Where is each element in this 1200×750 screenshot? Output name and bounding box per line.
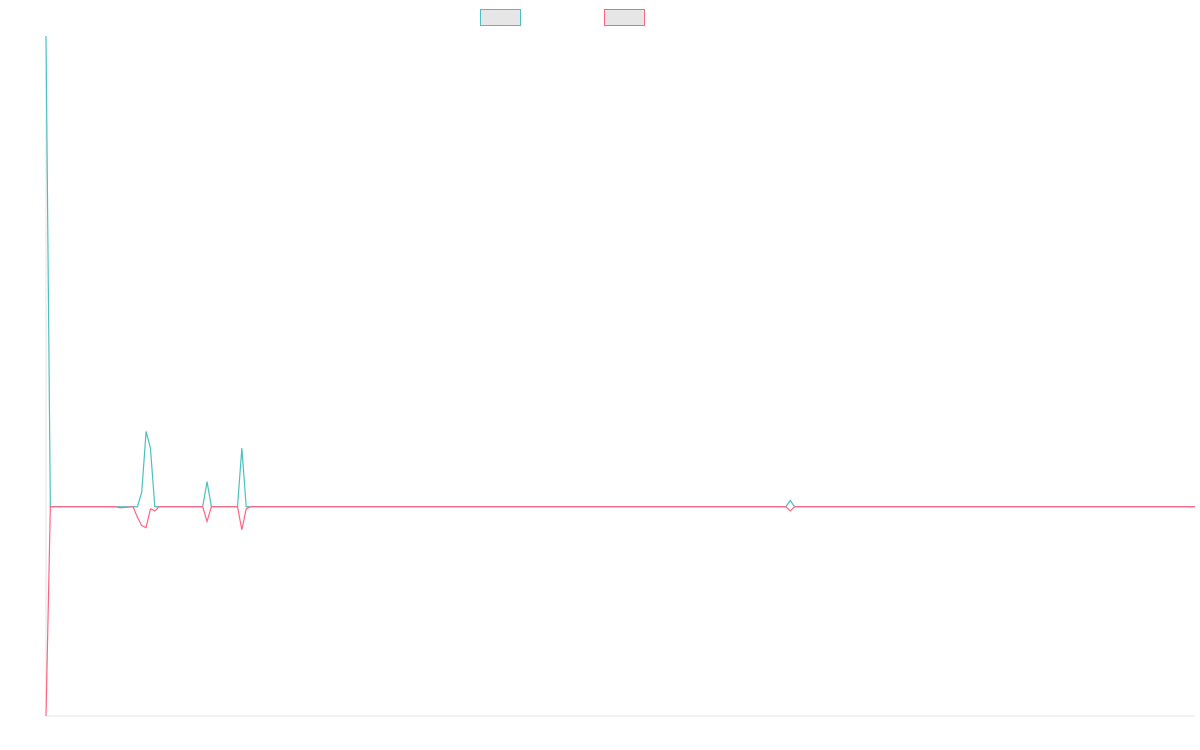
legend-swatch-1[interactable] <box>480 9 521 26</box>
axes <box>45 36 1195 717</box>
series-line-1 <box>45 35 1195 508</box>
legend[interactable] <box>480 9 645 26</box>
legend-swatch-2[interactable] <box>604 9 645 26</box>
legend-item-1[interactable] <box>480 9 521 26</box>
series-line-2 <box>45 506 1195 717</box>
series-group <box>45 35 1195 717</box>
legend-item-2[interactable] <box>604 9 645 26</box>
